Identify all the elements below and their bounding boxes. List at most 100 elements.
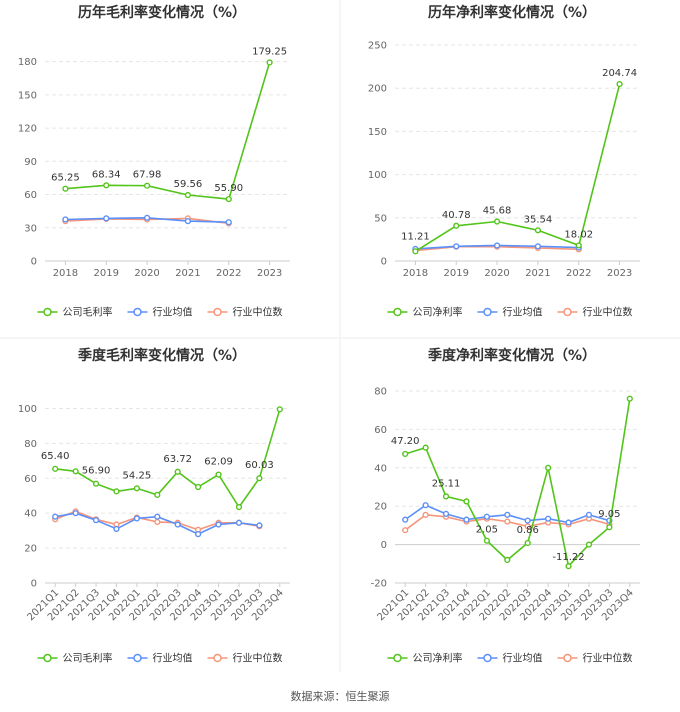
- data-point[interactable]: [442, 510, 450, 517]
- data-point[interactable]: [256, 475, 263, 482]
- data-point[interactable]: [545, 464, 552, 471]
- data-point[interactable]: [154, 491, 161, 498]
- data-label: 60.03: [245, 460, 274, 471]
- data-point[interactable]: [266, 59, 273, 66]
- data-point[interactable]: [154, 518, 161, 526]
- data-point[interactable]: [52, 465, 59, 472]
- data-point[interactable]: [402, 516, 409, 523]
- data-point[interactable]: [422, 511, 429, 518]
- data-point[interactable]: [195, 531, 202, 538]
- series-line: [414, 83, 621, 252]
- data-point[interactable]: [483, 513, 490, 520]
- data-point[interactable]: [215, 521, 222, 528]
- data-point[interactable]: [184, 218, 192, 225]
- chart-4: 季度净利率变化情况（%）-200204060802021Q12021Q22021…: [371, 347, 640, 665]
- chart-1: 历年毛利率变化情况（%） 0 30 60 90 120 150 180 2018 2019 2020…: [18, 4, 290, 319]
- data-point[interactable]: [195, 483, 202, 491]
- data-point[interactable]: [235, 503, 243, 511]
- data-point[interactable]: [174, 468, 181, 475]
- legend-item[interactable]: 行业均值: [477, 306, 543, 319]
- legend-item[interactable]: 公司净利率: [387, 306, 463, 319]
- data-point[interactable]: [143, 182, 151, 189]
- data-point[interactable]: [626, 395, 633, 402]
- data-point[interactable]: [133, 485, 140, 492]
- data-point[interactable]: [103, 215, 110, 222]
- legend-label: 行业中位数: [583, 306, 633, 319]
- data-point[interactable]: [92, 517, 100, 524]
- data-point[interactable]: [463, 516, 470, 523]
- data-point[interactable]: [616, 81, 623, 88]
- legend-item[interactable]: 行业中位数: [207, 652, 283, 665]
- y-tick-label: 120: [18, 124, 37, 135]
- data-point[interactable]: [545, 515, 552, 522]
- x-tick-label: 2018: [403, 268, 428, 279]
- legend-item[interactable]: 行业中位数: [557, 652, 633, 665]
- data-point[interactable]: [72, 510, 79, 517]
- data-point[interactable]: [575, 242, 582, 249]
- data-point[interactable]: [184, 191, 192, 199]
- data-point[interactable]: [154, 513, 161, 520]
- data-point[interactable]: [453, 243, 460, 250]
- data-point[interactable]: [534, 243, 542, 250]
- legend-item[interactable]: 行业均值: [127, 652, 193, 665]
- data-point[interactable]: [534, 227, 542, 234]
- data-point[interactable]: [235, 519, 243, 526]
- legend-item[interactable]: 公司净利率: [387, 652, 463, 665]
- data-point[interactable]: [92, 480, 100, 487]
- data-point[interactable]: [174, 521, 181, 528]
- x-tick-label: 2022: [216, 268, 241, 279]
- data-point[interactable]: [524, 523, 531, 530]
- data-label: 25.11: [432, 478, 461, 489]
- data-point[interactable]: [565, 519, 572, 526]
- data-point[interactable]: [225, 195, 232, 203]
- chart-2: 历年净利率变化情况（%） 0 50 100 150 200 250 2018 2019 2020 2…: [368, 4, 640, 319]
- data-point[interactable]: [113, 525, 120, 532]
- data-point[interactable]: [565, 563, 572, 570]
- legend-item[interactable]: 公司毛利率: [37, 652, 113, 665]
- data-label: 62.09: [204, 457, 233, 468]
- data-point[interactable]: [453, 222, 460, 229]
- series-industry-median: [52, 508, 263, 533]
- legend-item[interactable]: 行业均值: [477, 652, 543, 665]
- data-point[interactable]: [402, 527, 409, 534]
- data-point[interactable]: [463, 498, 470, 505]
- legend-item[interactable]: 行业均值: [127, 306, 193, 319]
- data-point[interactable]: [442, 493, 450, 500]
- data-point[interactable]: [585, 541, 593, 548]
- data-point[interactable]: [215, 471, 222, 478]
- data-point[interactable]: [606, 524, 613, 531]
- y-tick-label: 40: [24, 509, 37, 520]
- data-point[interactable]: [504, 511, 511, 518]
- data-point[interactable]: [585, 511, 593, 518]
- data-point[interactable]: [493, 242, 501, 249]
- data-point[interactable]: [524, 539, 531, 547]
- data-point[interactable]: [412, 248, 419, 255]
- data-point[interactable]: [133, 515, 140, 522]
- data-point[interactable]: [225, 219, 232, 226]
- data-point[interactable]: [483, 537, 490, 544]
- data-point[interactable]: [422, 502, 429, 509]
- legend-item[interactable]: 行业中位数: [557, 306, 633, 319]
- data-point[interactable]: [62, 216, 69, 223]
- data-point[interactable]: [276, 406, 283, 413]
- data-point[interactable]: [493, 218, 501, 225]
- legend-item[interactable]: 公司毛利率: [37, 306, 113, 319]
- legend-marker: [483, 653, 492, 663]
- data-point[interactable]: [524, 517, 531, 524]
- data-point[interactable]: [402, 450, 409, 458]
- data-point[interactable]: [422, 444, 429, 451]
- data-point[interactable]: [52, 513, 59, 520]
- chart-title: 历年毛利率变化情况（%）: [78, 4, 246, 21]
- data-point[interactable]: [62, 185, 69, 192]
- data-point[interactable]: [504, 556, 511, 564]
- data-point[interactable]: [256, 522, 263, 529]
- data-point[interactable]: [504, 518, 511, 525]
- data-point[interactable]: [72, 468, 79, 475]
- legend-label: 行业中位数: [233, 652, 283, 665]
- data-label: 63.72: [163, 454, 192, 465]
- data-point[interactable]: [103, 182, 110, 189]
- data-point[interactable]: [143, 214, 151, 221]
- legend-item[interactable]: 行业中位数: [207, 306, 283, 319]
- data-point[interactable]: [113, 488, 120, 495]
